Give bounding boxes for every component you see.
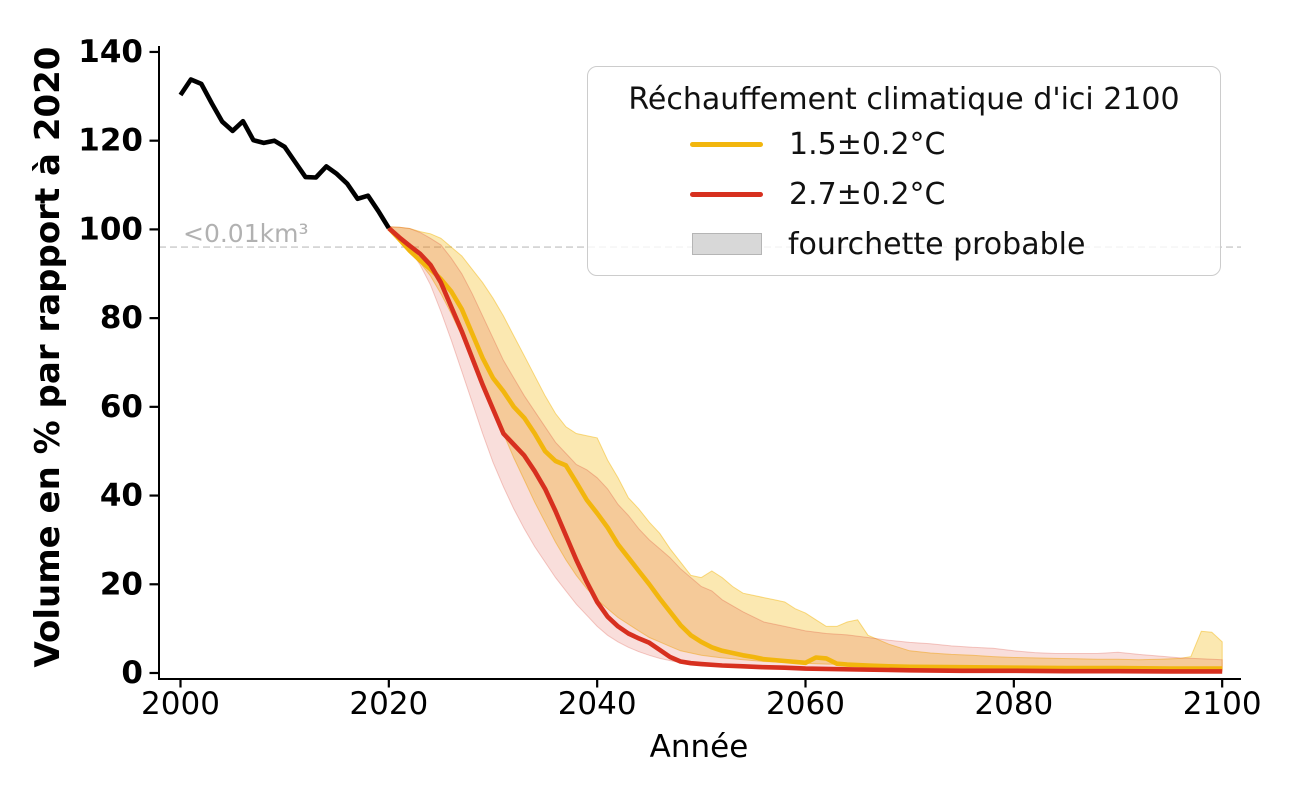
svg-text:60: 60 xyxy=(100,389,143,425)
svg-text:2020: 2020 xyxy=(349,686,428,722)
legend-item-1p5: 1.5±0.2°C xyxy=(588,119,1220,169)
legend-item-2p7: 2.7±0.2°C xyxy=(588,169,1220,219)
legend-swatch-1p5-line xyxy=(690,141,763,147)
legend-label-1p5: 1.5±0.2°C xyxy=(789,126,946,162)
y-axis-label: Volume en % par rapport à 2020 xyxy=(28,46,68,668)
legend-swatch-probable-range-patch xyxy=(692,233,762,255)
legend-swatch-2p7-line xyxy=(690,191,763,197)
svg-text:0: 0 xyxy=(121,655,143,691)
svg-text:20: 20 xyxy=(100,566,143,602)
svg-text:2040: 2040 xyxy=(558,686,637,722)
svg-text:140: 140 xyxy=(78,34,143,70)
svg-text:80: 80 xyxy=(100,300,143,336)
threshold-annotation: <0.01km³ xyxy=(183,219,309,248)
legend-item-probable-range: fourchette probable xyxy=(588,219,1220,269)
svg-text:2100: 2100 xyxy=(1183,686,1262,722)
legend-label-2p7: 2.7±0.2°C xyxy=(789,176,946,212)
x-axis-label: Année xyxy=(649,729,749,765)
svg-text:2060: 2060 xyxy=(766,686,845,722)
svg-text:2000: 2000 xyxy=(141,686,220,722)
svg-text:40: 40 xyxy=(100,478,143,514)
svg-text:120: 120 xyxy=(78,123,143,159)
legend-label-probable-range: fourchette probable xyxy=(788,226,1086,262)
legend-title: Réchauffement climatique d'ici 2100 xyxy=(628,81,1180,117)
svg-text:100: 100 xyxy=(78,211,143,247)
legend: Réchauffement climatique d'ici 2100 1.5±… xyxy=(587,66,1221,276)
svg-text:2080: 2080 xyxy=(974,686,1053,722)
